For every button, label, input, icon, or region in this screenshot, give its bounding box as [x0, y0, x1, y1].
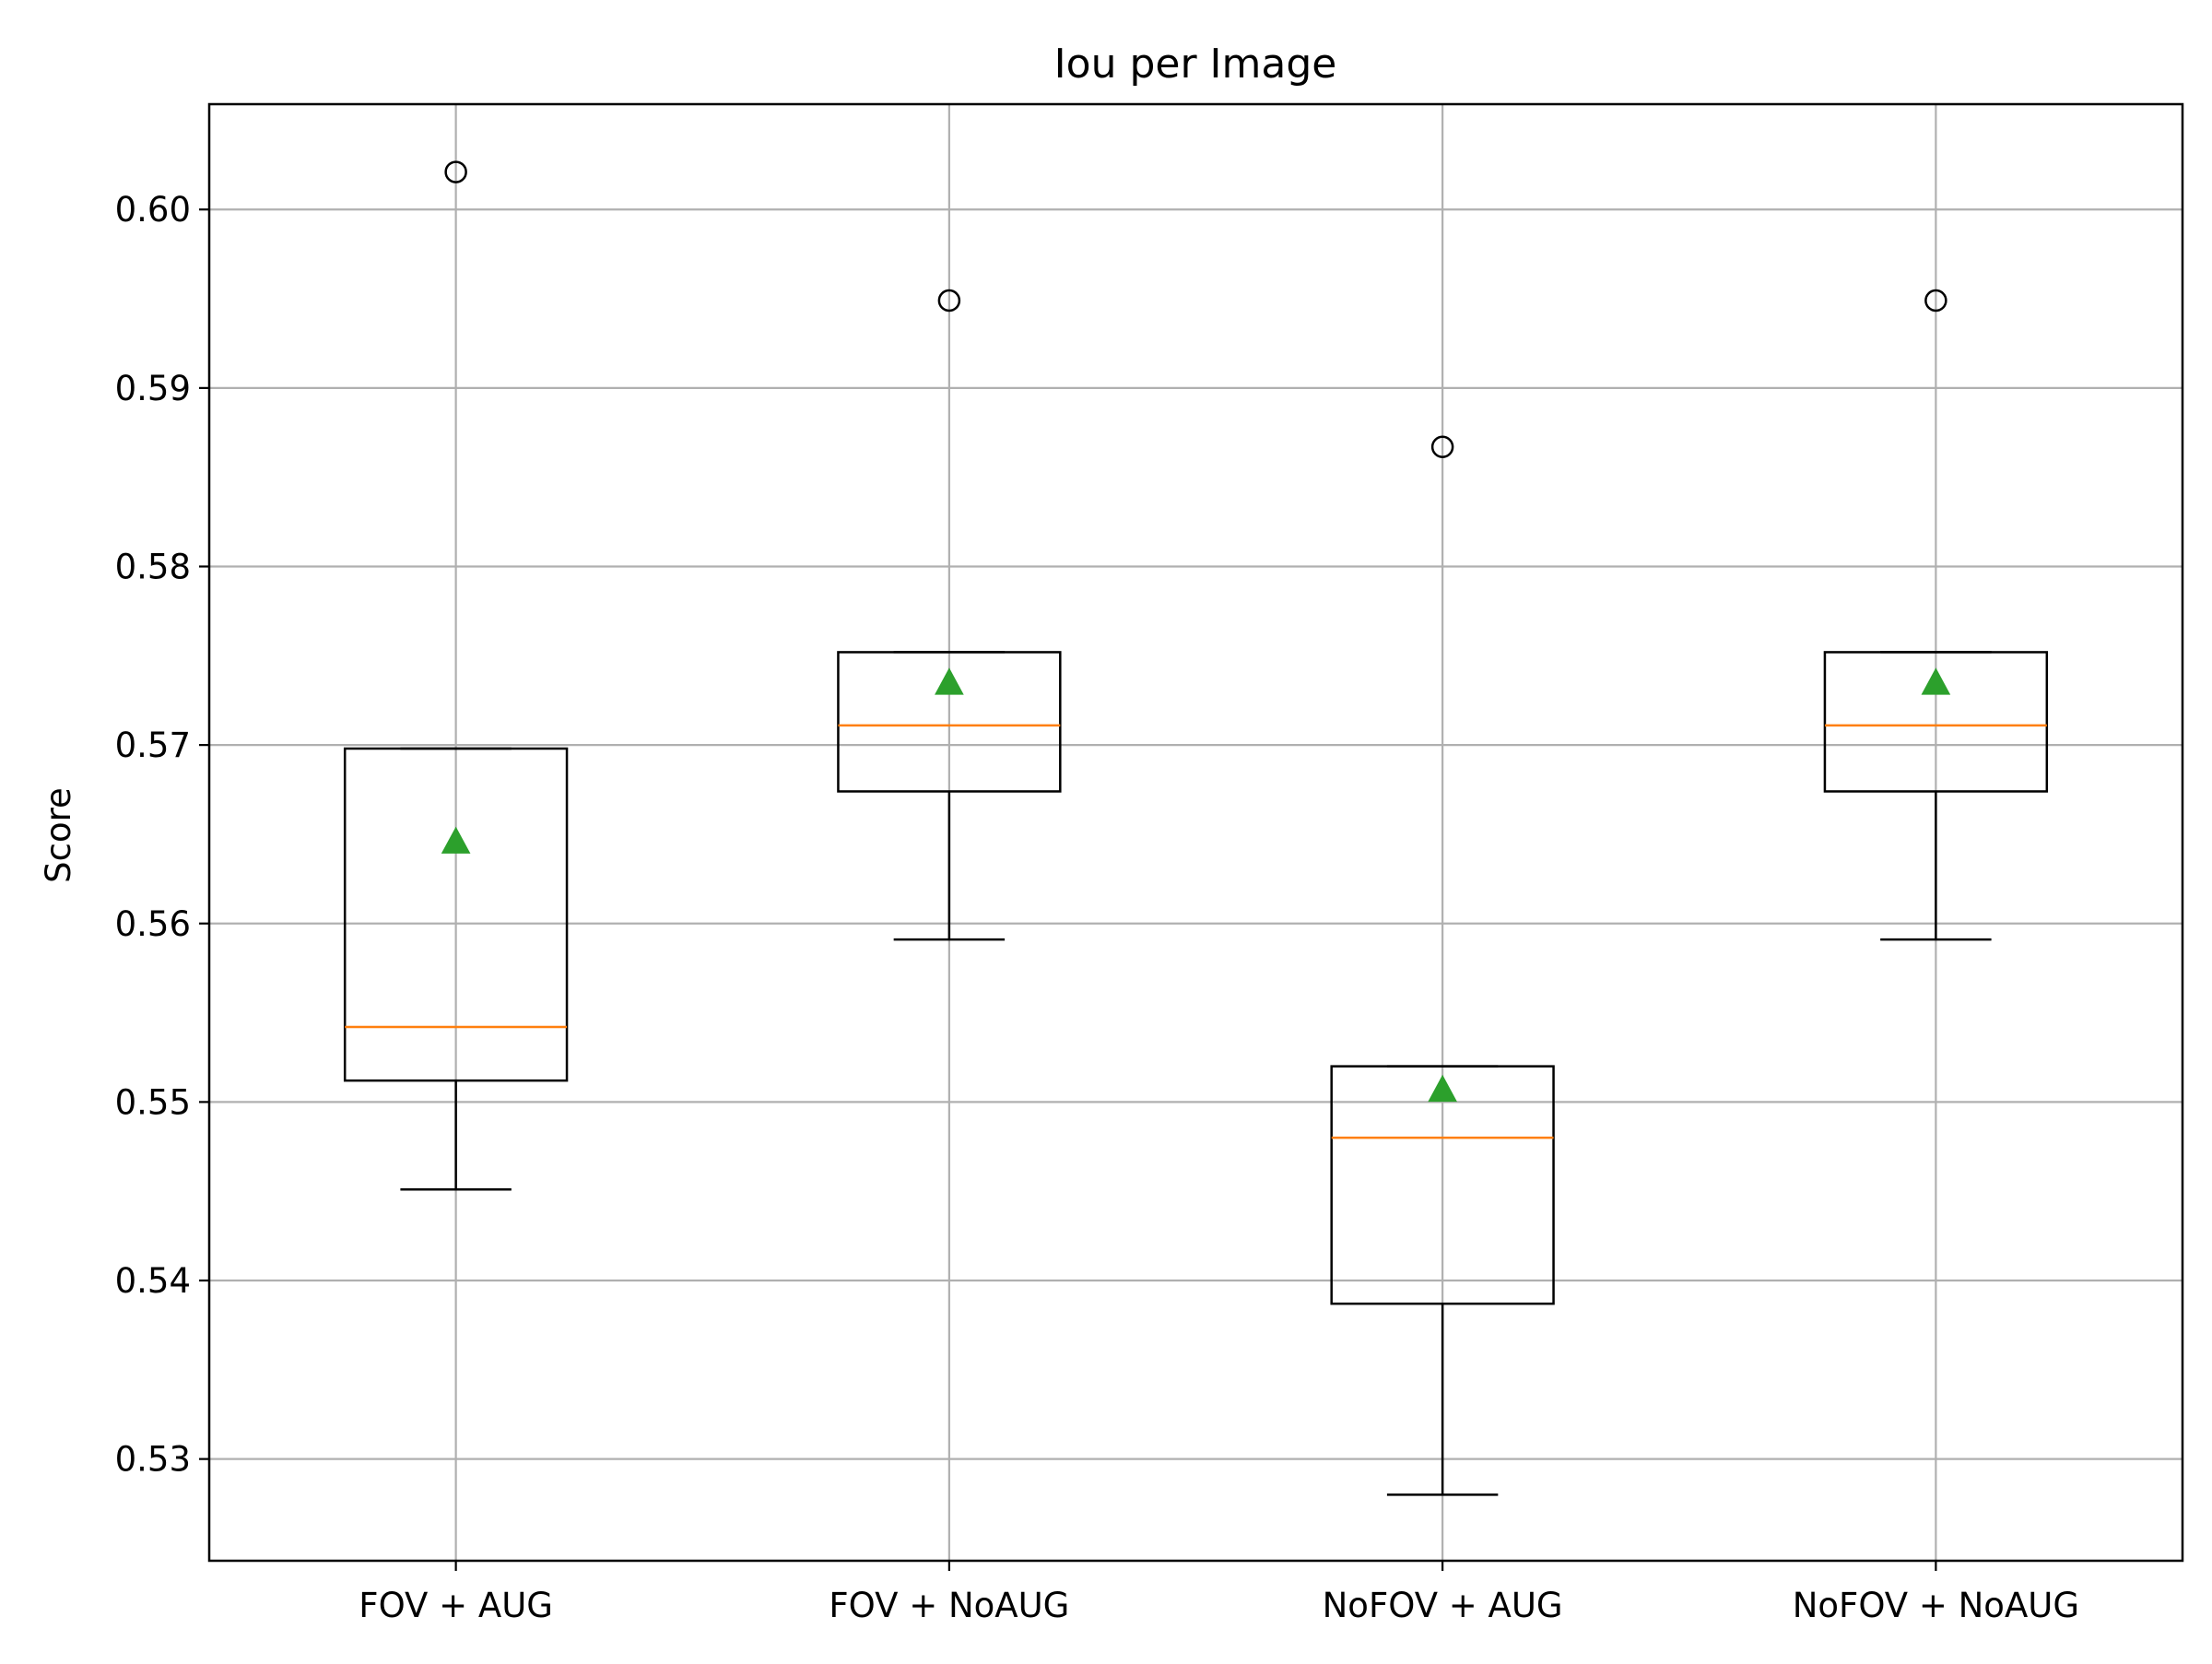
- outlier-point: [1924, 289, 1947, 313]
- plot-frame: [207, 102, 2184, 1563]
- box-body: [1823, 651, 2049, 793]
- y-tick-label: 0.59: [115, 369, 191, 408]
- x-tick-label: FOV + NoAUG: [829, 1586, 1069, 1625]
- y-tick-label: 0.53: [115, 1440, 191, 1480]
- y-tick-label: 0.57: [115, 726, 191, 765]
- x-tick-label: FOV + AUG: [359, 1586, 553, 1625]
- box-group: [1823, 289, 2049, 941]
- y-axis-label: Score: [39, 787, 78, 883]
- y-tick-label: 0.55: [115, 1082, 191, 1122]
- outlier-point: [444, 160, 467, 183]
- boxes: [343, 160, 2049, 1496]
- box-group: [1330, 435, 1555, 1496]
- mean-marker: [1428, 1074, 1457, 1103]
- y-tick-label: 0.58: [115, 547, 191, 586]
- mean-marker: [1921, 667, 1951, 695]
- box-group: [837, 289, 1062, 941]
- x-tick-label: NoFOV + AUG: [1323, 1586, 1563, 1625]
- outlier-point: [937, 289, 961, 313]
- box-body: [837, 651, 1062, 793]
- chart-title: Iou per Image: [1054, 41, 1337, 88]
- y-tick-label: 0.56: [115, 904, 191, 944]
- mean-marker: [935, 667, 964, 695]
- outlier-point: [1430, 435, 1454, 459]
- mean-marker: [441, 826, 471, 854]
- x-tick-label: NoFOV + NoAUG: [1793, 1586, 2079, 1625]
- box-body: [343, 747, 569, 1082]
- grid: [209, 104, 2183, 1561]
- y-tick-label: 0.60: [115, 190, 191, 230]
- box-body: [1330, 1065, 1555, 1305]
- ticks: 0.53 0.54 0.55 0.56 0.57 0.58 0.59 0.60 FOV + AU…: [115, 190, 2079, 1625]
- box-group: [343, 160, 569, 1191]
- y-tick-label: 0.54: [115, 1261, 191, 1301]
